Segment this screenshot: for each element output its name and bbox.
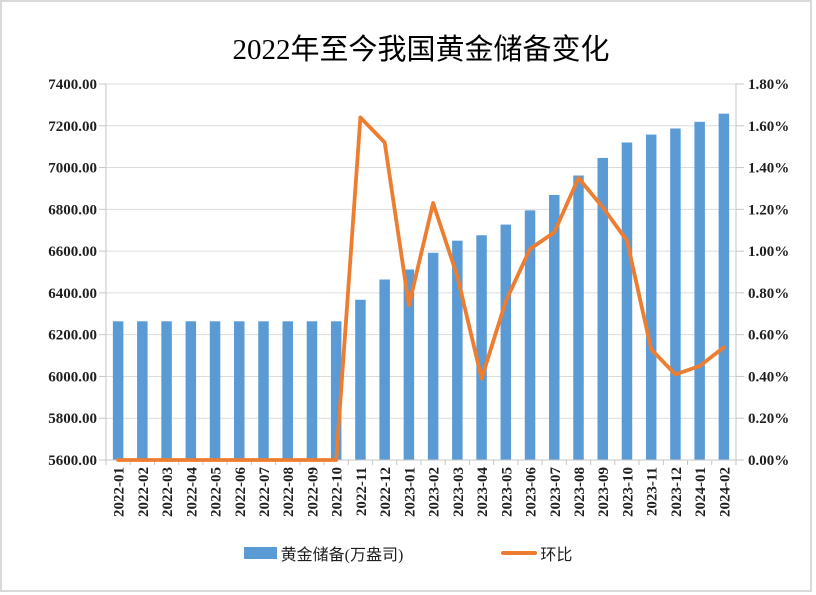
right-tick-label: 1.80% [748,77,789,93]
gold-reserve-bar [137,321,148,460]
x-tick-label: 2024-01 [693,467,709,517]
right-tick-label: 0.00% [748,453,789,469]
gold-reserve-bar [524,210,536,460]
right-tick-label: 0.40% [748,369,789,385]
x-tick-label: 2022-03 [160,467,176,517]
legend-label-gold-reserve: 黄金储备(万盎司) [280,547,404,564]
left-tick-label: 7200.00 [48,119,97,135]
x-tick-label: 2023-03 [451,467,467,517]
x-tick-label: 2022-02 [136,467,152,517]
left-tick-label: 6800.00 [48,202,97,218]
gold-reserve-bar [161,321,172,460]
gold-reserve-bar [355,299,366,460]
gold-reserve-bar [500,224,512,460]
right-tick-label: 1.20% [748,202,789,218]
x-tick-label: 2022-08 [281,467,297,517]
right-tick-label: 0.80% [748,286,789,302]
left-tick-label: 5600.00 [48,453,97,469]
gold-reserve-bar [549,194,560,461]
left-tick-label: 7000.00 [48,161,97,177]
gold-reserve-bar [621,142,633,460]
x-tick-label: 2023-07 [548,467,564,517]
left-tick-label: 5800.00 [48,411,97,427]
gold-reserve-bar [718,113,730,460]
x-tick-label: 2023-09 [596,467,612,517]
right-tick-label: 1.60% [748,119,789,135]
left-tick-label: 6000.00 [48,369,97,385]
x-tick-label: 2022-05 [209,467,225,517]
x-tick-label: 2023-01 [402,467,418,517]
gold-reserve-bar [427,252,439,460]
x-tick-label: 2023-06 [524,467,540,517]
gold-reserve-bar [452,240,463,460]
gold-reserve-bar [379,279,390,460]
x-tick-label: 2022-09 [305,467,321,517]
x-tick-label: 2023-12 [669,467,685,517]
x-tick-label: 2022-11 [354,467,370,516]
gold-reserve-bar [597,157,608,461]
mom-change-line [116,115,726,462]
gold-reserve-bar [573,175,584,460]
left-tick-label: 6400.00 [48,286,97,302]
x-tick-label: 2022-07 [257,467,273,517]
gold-reserve-bar [330,321,342,460]
left-tick-label: 6200.00 [48,328,97,344]
gold-reserve-bar [112,321,124,460]
line-series-swatch-icon [501,551,538,555]
gold-reserve-bar [185,321,197,460]
gold-reserve-bar [645,134,657,460]
gold-reserve-bar [282,321,293,460]
x-tick-label: 2022-06 [233,467,249,517]
right-tick-label: 1.00% [748,244,789,260]
gold-reserve-bar [234,321,245,460]
x-tick-label: 2023-05 [499,467,515,517]
bar-series-swatch-icon [243,547,277,559]
x-tick-label: 2024-02 [717,467,733,517]
left-tick-label: 7400.00 [48,77,97,93]
gold-reserve-bar [694,121,705,460]
x-tick-label: 2023-10 [620,467,636,517]
x-tick-label: 2022-12 [378,467,394,517]
gold-reserve-bar [476,235,487,460]
x-tick-label: 2023-08 [572,467,588,517]
gold-reserve-bar [209,321,221,460]
x-tick-label: 2022-01 [112,467,128,517]
left-tick-label: 6600.00 [48,244,97,260]
chart-title: 2022年至今我国黄金储备变化 [232,34,610,66]
gold-reserve-bar [670,128,681,460]
gold-reserve-bar [258,321,269,460]
legend-item-gold-reserve: 黄金储备(万盎司) [243,541,404,565]
legend: 黄金储备(万盎司) 环比 [0,541,816,565]
right-tick-label: 1.40% [748,161,789,177]
gold-reserve-bar [403,269,415,460]
legend-label-mom-change: 环比 [540,547,573,564]
x-tick-label: 2022-10 [330,467,346,517]
x-tick-label: 2022-04 [184,467,200,517]
right-tick-label: 0.20% [748,411,789,427]
x-tick-label: 2023-04 [475,467,491,517]
legend-item-mom-change: 环比 [501,541,572,565]
right-tick-label: 0.60% [748,328,789,344]
gold-reserve-bar [306,321,318,460]
x-tick-label: 2023-11 [645,467,661,516]
x-tick-label: 2023-02 [427,467,443,517]
